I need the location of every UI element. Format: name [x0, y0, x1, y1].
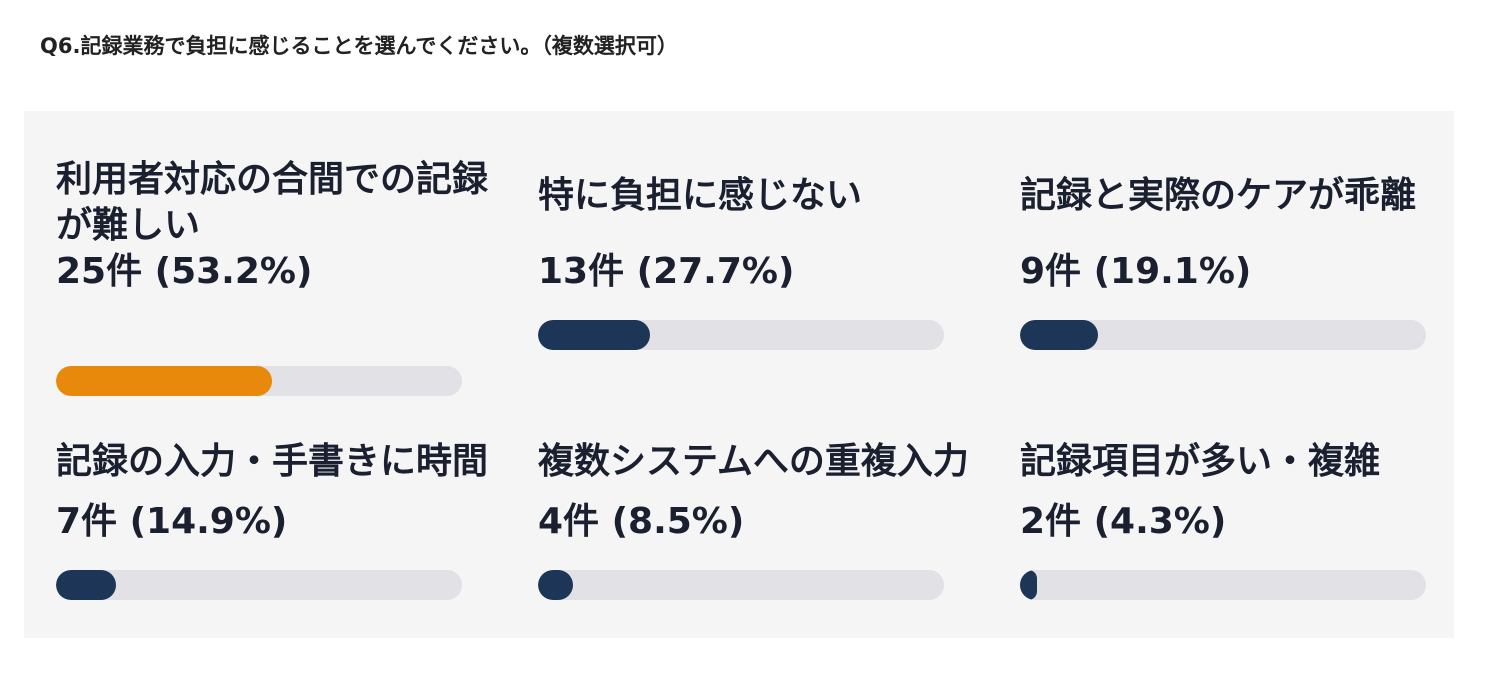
bar-fill	[1020, 570, 1038, 600]
category-label: 記録の入力・手書きに時間	[56, 441, 489, 482]
bar-fill	[56, 366, 272, 396]
bar-track	[538, 320, 944, 350]
category-label: 複数システムへの重複入力	[538, 441, 969, 482]
question-title: Q6.記録業務で負担に感じることを選んでください。（複数選択可）	[40, 34, 678, 58]
value-label: 13件 (27.7%)	[538, 251, 795, 292]
value-label: 2件 (4.3%)	[1020, 501, 1227, 542]
bar-fill	[56, 570, 117, 600]
value-label: 9件 (19.1%)	[1020, 251, 1252, 292]
value-label: 25件 (53.2%)	[56, 251, 313, 292]
bar-track	[56, 366, 462, 396]
value-label: 4件 (8.5%)	[538, 501, 745, 542]
bar-fill	[538, 570, 573, 600]
bar-track	[1020, 570, 1426, 600]
bar-fill	[1020, 320, 1098, 350]
value-label: 7件 (14.9%)	[56, 501, 288, 542]
category-label: 特に負担に感じない	[538, 175, 863, 216]
category-label: 利用者対応の合間での記録が難しい	[56, 159, 489, 246]
category-label: 記録と実際のケアが乖離	[1020, 175, 1417, 216]
category-label: 記録項目が多い・複雑	[1020, 441, 1381, 482]
results-panel: 利用者対応の合間での記録が難しい 25件 (53.2%) 特に負担に感じない 1…	[24, 111, 1454, 638]
bar-track	[538, 570, 944, 600]
bar-track	[1020, 320, 1426, 350]
bar-track	[56, 570, 462, 600]
bar-fill	[538, 320, 651, 350]
